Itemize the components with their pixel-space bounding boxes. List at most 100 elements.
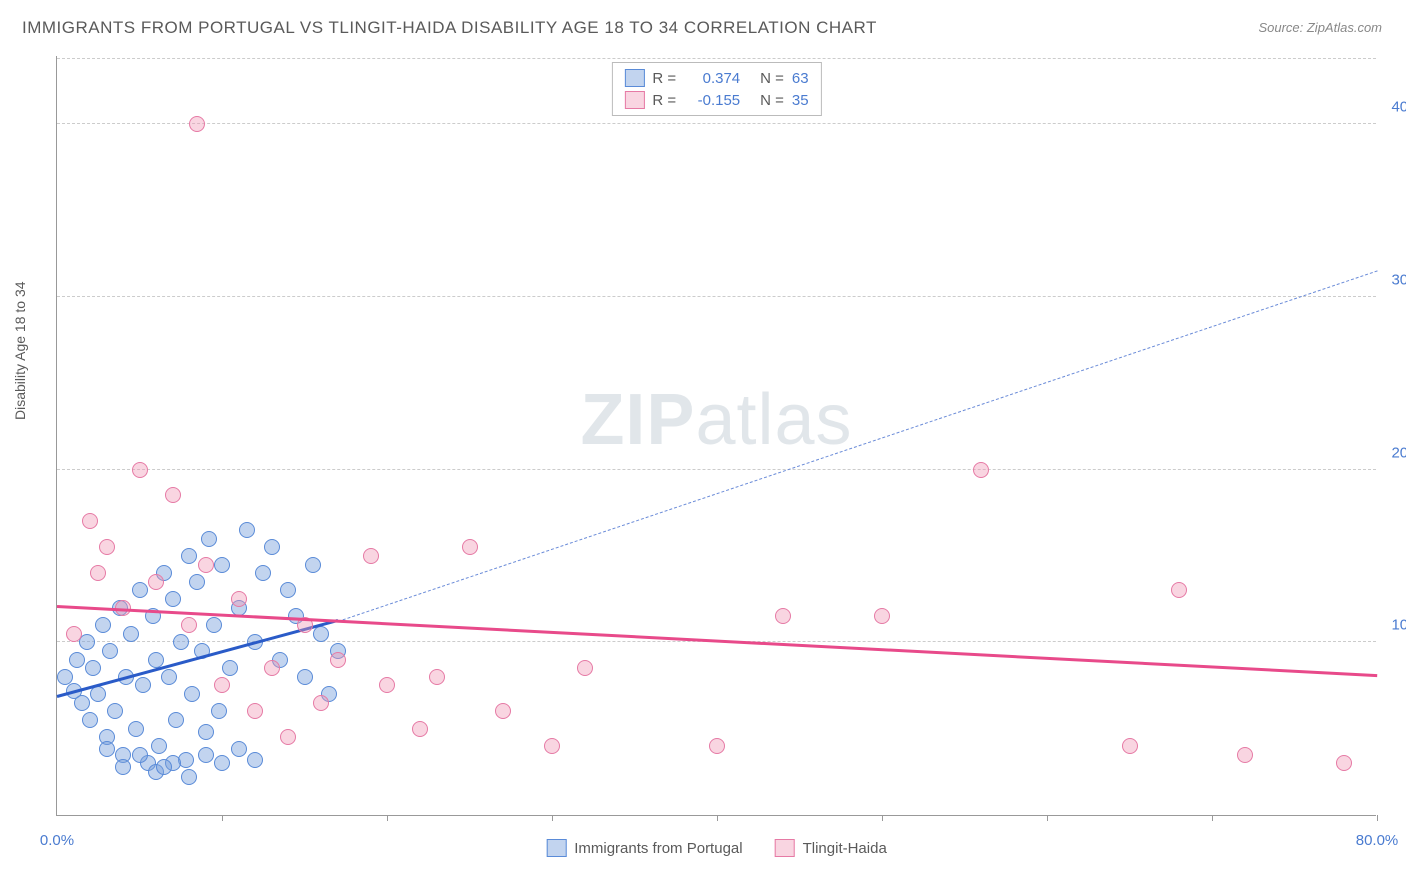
- data-point: [379, 677, 395, 693]
- legend-swatch: [624, 91, 644, 109]
- data-point: [222, 660, 238, 676]
- x-tick: [717, 815, 718, 821]
- legend-row: R = -0.155 N = 35: [624, 89, 808, 111]
- data-point: [181, 617, 197, 633]
- x-tick: [552, 815, 553, 821]
- data-point: [874, 608, 890, 624]
- x-axis-min-label: 0.0%: [40, 832, 74, 849]
- legend-n-value: 35: [792, 92, 809, 109]
- data-point: [709, 738, 725, 754]
- data-point: [775, 608, 791, 624]
- data-point: [148, 574, 164, 590]
- data-point: [973, 462, 989, 478]
- y-axis-label: Disability Age 18 to 34: [12, 281, 28, 420]
- data-point: [66, 626, 82, 642]
- x-tick: [387, 815, 388, 821]
- legend-row: R =0.374N =63: [624, 67, 808, 89]
- legend-r-value: -0.155: [684, 92, 740, 109]
- data-point: [206, 617, 222, 633]
- data-point: [495, 703, 511, 719]
- gridline: [57, 58, 1376, 59]
- data-point: [181, 769, 197, 785]
- data-point: [280, 729, 296, 745]
- data-point: [231, 591, 247, 607]
- data-point: [214, 755, 230, 771]
- gridline: [57, 296, 1376, 297]
- data-point: [239, 522, 255, 538]
- data-point: [330, 652, 346, 668]
- data-point: [462, 539, 478, 555]
- data-point: [198, 724, 214, 740]
- data-point: [74, 695, 90, 711]
- data-point: [181, 548, 197, 564]
- data-point: [79, 634, 95, 650]
- legend-n-label: N =: [760, 92, 784, 109]
- data-point: [82, 513, 98, 529]
- data-point: [123, 626, 139, 642]
- y-tick-label: 10.0%: [1391, 617, 1406, 634]
- data-point: [135, 677, 151, 693]
- data-point: [161, 669, 177, 685]
- data-point: [544, 738, 560, 754]
- data-point: [132, 582, 148, 598]
- data-point: [198, 557, 214, 573]
- x-tick: [1047, 815, 1048, 821]
- data-point: [82, 712, 98, 728]
- legend-n-label: N =: [760, 70, 784, 87]
- x-tick: [222, 815, 223, 821]
- data-point: [313, 695, 329, 711]
- gridline: [57, 123, 1376, 124]
- data-point: [1171, 582, 1187, 598]
- data-point: [412, 721, 428, 737]
- data-point: [90, 686, 106, 702]
- data-point: [214, 557, 230, 573]
- data-point: [85, 660, 101, 676]
- data-point: [128, 721, 144, 737]
- trend-line: [337, 270, 1377, 622]
- y-tick-label: 40.0%: [1391, 99, 1406, 116]
- data-point: [363, 548, 379, 564]
- data-point: [189, 116, 205, 132]
- data-point: [165, 487, 181, 503]
- legend-item: Immigrants from Portugal: [546, 839, 742, 857]
- data-point: [429, 669, 445, 685]
- data-point: [173, 634, 189, 650]
- chart-title: IMMIGRANTS FROM PORTUGAL VS TLINGIT-HAID…: [22, 18, 877, 38]
- data-point: [168, 712, 184, 728]
- data-point: [132, 747, 148, 763]
- data-point: [151, 738, 167, 754]
- y-tick-label: 30.0%: [1391, 271, 1406, 288]
- data-point: [165, 591, 181, 607]
- x-tick: [882, 815, 883, 821]
- legend-r-label: R =: [652, 70, 676, 87]
- y-tick-label: 20.0%: [1391, 444, 1406, 461]
- data-point: [115, 759, 131, 775]
- series-legend: Immigrants from Portugal Tlingit-Haida: [546, 839, 887, 857]
- legend-swatch: [624, 69, 644, 87]
- data-point: [189, 574, 205, 590]
- legend-n-value: 63: [792, 70, 809, 87]
- data-point: [305, 557, 321, 573]
- data-point: [280, 582, 296, 598]
- data-point: [148, 652, 164, 668]
- data-point: [102, 643, 118, 659]
- gridline: [57, 469, 1376, 470]
- data-point: [211, 703, 227, 719]
- legend-r-label: R =: [652, 92, 676, 109]
- data-point: [577, 660, 593, 676]
- data-point: [255, 565, 271, 581]
- data-point: [201, 531, 217, 547]
- data-point: [247, 752, 263, 768]
- data-point: [198, 747, 214, 763]
- data-point: [1237, 747, 1253, 763]
- correlation-legend: R =0.374N =63R =-0.155N =35: [611, 62, 821, 116]
- data-point: [264, 660, 280, 676]
- legend-series-name: Immigrants from Portugal: [574, 840, 742, 857]
- data-point: [99, 741, 115, 757]
- data-point: [99, 539, 115, 555]
- data-point: [95, 617, 111, 633]
- data-point: [264, 539, 280, 555]
- x-tick: [1377, 815, 1378, 821]
- legend-item: Tlingit-Haida: [775, 839, 887, 857]
- watermark: ZIPatlas: [580, 379, 852, 461]
